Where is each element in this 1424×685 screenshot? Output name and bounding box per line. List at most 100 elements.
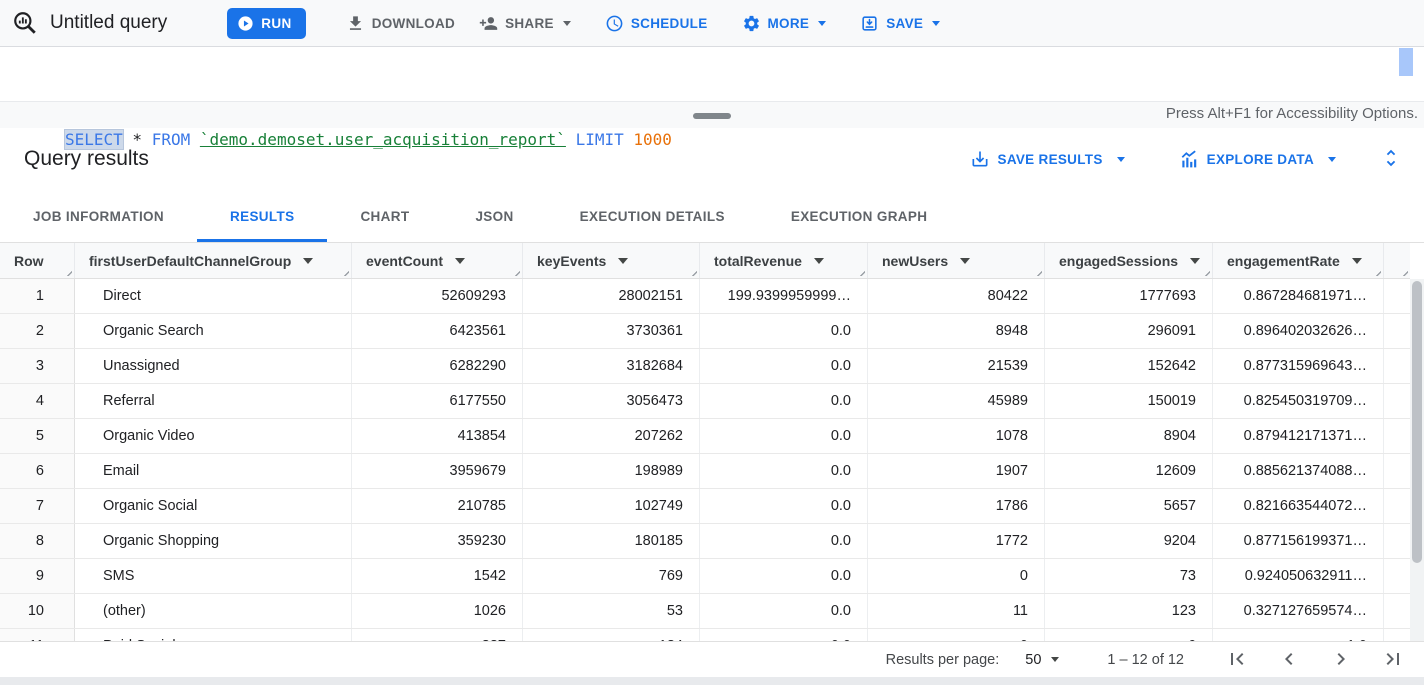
save-button[interactable]: SAVE bbox=[848, 5, 952, 41]
explore-data-button[interactable]: EXPLORE DATA bbox=[1167, 141, 1348, 177]
tab-execution-details[interactable]: EXECUTION DETAILS bbox=[579, 208, 725, 224]
results-per-page-label: Results per page: bbox=[885, 651, 1000, 668]
share-button[interactable]: SHARE bbox=[467, 5, 583, 41]
scrollbar-thumb[interactable] bbox=[1412, 281, 1422, 564]
column-menu-icon[interactable] bbox=[813, 257, 824, 264]
column-header-engagedSessions[interactable]: engagedSessions bbox=[1045, 243, 1213, 278]
save-box-icon bbox=[862, 15, 877, 31]
table-cell: 0.0 bbox=[700, 384, 868, 418]
sql-token: 1000 bbox=[633, 130, 672, 149]
person-add-icon bbox=[479, 16, 498, 30]
column-menu-icon[interactable] bbox=[618, 257, 629, 264]
column-resize-grip[interactable] bbox=[63, 267, 72, 276]
column-header-firstUserDefaultChannelGroup[interactable]: firstUserDefaultChannelGroup bbox=[75, 243, 352, 278]
table-cell: 1026 bbox=[352, 594, 523, 628]
column-label: engagementRate bbox=[1227, 252, 1340, 269]
table-cell: 1786 bbox=[868, 489, 1045, 523]
table-cell: 207262 bbox=[523, 419, 700, 453]
tab-results[interactable]: RESULTS bbox=[197, 190, 327, 242]
column-resize-grip[interactable] bbox=[688, 267, 697, 276]
page-size-select[interactable]: 50 bbox=[1025, 651, 1060, 668]
first-page-button[interactable] bbox=[1224, 647, 1250, 673]
column-resize-grip[interactable] bbox=[1372, 267, 1381, 276]
page-size-value: 50 bbox=[1025, 651, 1042, 668]
column-menu-icon[interactable] bbox=[455, 257, 465, 264]
column-menu-icon[interactable] bbox=[303, 257, 314, 264]
column-resize-grip[interactable] bbox=[1399, 267, 1408, 276]
table-cell: 1.0 bbox=[1213, 629, 1384, 641]
table-cell-filler bbox=[1384, 384, 1410, 418]
sql-code[interactable]: SELECT * FROM `demo.demoset.user_acquisi… bbox=[64, 128, 672, 152]
tab-json[interactable]: JSON bbox=[475, 208, 514, 224]
save-results-button[interactable]: SAVE RESULTS bbox=[958, 141, 1137, 177]
table-cell: 9204 bbox=[1045, 524, 1213, 558]
table-cell: 6282290 bbox=[352, 349, 523, 383]
column-header-keyEvents[interactable]: keyEvents bbox=[523, 243, 700, 278]
column-resize-grip[interactable] bbox=[340, 267, 349, 276]
run-button[interactable]: RUN bbox=[227, 7, 306, 39]
run-button-label: RUN bbox=[261, 15, 292, 31]
table-cell: 184 bbox=[523, 629, 700, 641]
last-page-icon bbox=[1386, 652, 1399, 665]
column-resize-grip[interactable] bbox=[1033, 267, 1042, 276]
column-header-newUsers[interactable]: newUsers bbox=[868, 243, 1045, 278]
previous-page-button[interactable] bbox=[1276, 647, 1302, 673]
column-menu-icon[interactable] bbox=[1351, 257, 1362, 264]
table-cell: 0.0 bbox=[700, 524, 868, 558]
more-button-label: MORE bbox=[767, 15, 810, 31]
table-cell: 6177550 bbox=[352, 384, 523, 418]
table-cell: 359230 bbox=[352, 524, 523, 558]
chevron-down-icon bbox=[1051, 657, 1060, 662]
table-cell: 413854 bbox=[352, 419, 523, 453]
column-menu-icon[interactable] bbox=[960, 257, 971, 264]
pagination-bar: Results per page: 50 1 – 12 of 12 bbox=[0, 641, 1424, 677]
unfold-more-icon bbox=[1386, 149, 1396, 166]
sql-token bbox=[190, 130, 200, 149]
resize-drag-handle[interactable] bbox=[693, 113, 731, 119]
tab-job-information[interactable]: JOB INFORMATION bbox=[33, 208, 164, 224]
last-page-button[interactable] bbox=[1380, 647, 1406, 673]
download-button[interactable]: DOWNLOAD bbox=[334, 5, 467, 41]
table-cell: 0.0 bbox=[700, 314, 868, 348]
table-cell: 199.9399959999… bbox=[700, 279, 868, 313]
row-number-cell: 6 bbox=[0, 454, 75, 488]
schedule-button[interactable]: SCHEDULE bbox=[593, 5, 720, 41]
table-cell: 0.896402032626… bbox=[1213, 314, 1384, 348]
table-vertical-scrollbar[interactable] bbox=[1410, 279, 1424, 641]
table-cell-filler bbox=[1384, 419, 1410, 453]
horizontal-scrollbar[interactable] bbox=[0, 677, 1424, 685]
table-cell: 0.924050632911… bbox=[1213, 559, 1384, 593]
table-cell: 0.0 bbox=[700, 454, 868, 488]
table-cell: Direct bbox=[75, 279, 352, 313]
column-header-row[interactable]: Row bbox=[0, 243, 75, 278]
column-resize-grip[interactable] bbox=[856, 267, 865, 276]
editor-scrollbar[interactable] bbox=[1399, 48, 1413, 76]
table-cell: 1907 bbox=[868, 454, 1045, 488]
row-number-cell: 1 bbox=[0, 279, 75, 313]
table-cell: Email bbox=[75, 454, 352, 488]
column-resize-grip[interactable] bbox=[511, 267, 520, 276]
table-cell-filler bbox=[1384, 454, 1410, 488]
chevron-down-icon bbox=[932, 20, 941, 26]
table-cell: 150019 bbox=[1045, 384, 1213, 418]
sql-editor[interactable]: 1 SELECT * FROM `demo.demoset.user_acqui… bbox=[0, 47, 1424, 150]
table-cell-filler bbox=[1384, 524, 1410, 558]
table-cell: 769 bbox=[523, 559, 700, 593]
column-header-totalRevenue[interactable]: totalRevenue bbox=[700, 243, 868, 278]
table-row: 7 Organic Social 210785 102749 0.0 1786 5657 0.… bbox=[0, 489, 1410, 524]
row-number-cell: 7 bbox=[0, 489, 75, 523]
more-button[interactable]: MORE bbox=[730, 5, 839, 41]
table-cell: 45989 bbox=[868, 384, 1045, 418]
column-header-engagementRate[interactable]: engagementRate bbox=[1213, 243, 1384, 278]
next-page-button[interactable] bbox=[1328, 647, 1354, 673]
table-row: 4 Referral 6177550 3056473 0.0 45989 150019 0.8… bbox=[0, 384, 1410, 419]
table-cell: 0.821663544072… bbox=[1213, 489, 1384, 523]
column-header-eventCount[interactable]: eventCount bbox=[352, 243, 523, 278]
query-magnifier-icon bbox=[14, 12, 36, 34]
tab-execution-graph[interactable]: EXECUTION GRAPH bbox=[790, 208, 928, 224]
column-resize-grip[interactable] bbox=[1201, 267, 1210, 276]
tab-chart[interactable]: CHART bbox=[360, 208, 410, 224]
column-header-filler bbox=[1384, 243, 1410, 278]
expand-collapse-button[interactable] bbox=[1376, 143, 1406, 176]
column-menu-icon[interactable] bbox=[1190, 257, 1201, 264]
